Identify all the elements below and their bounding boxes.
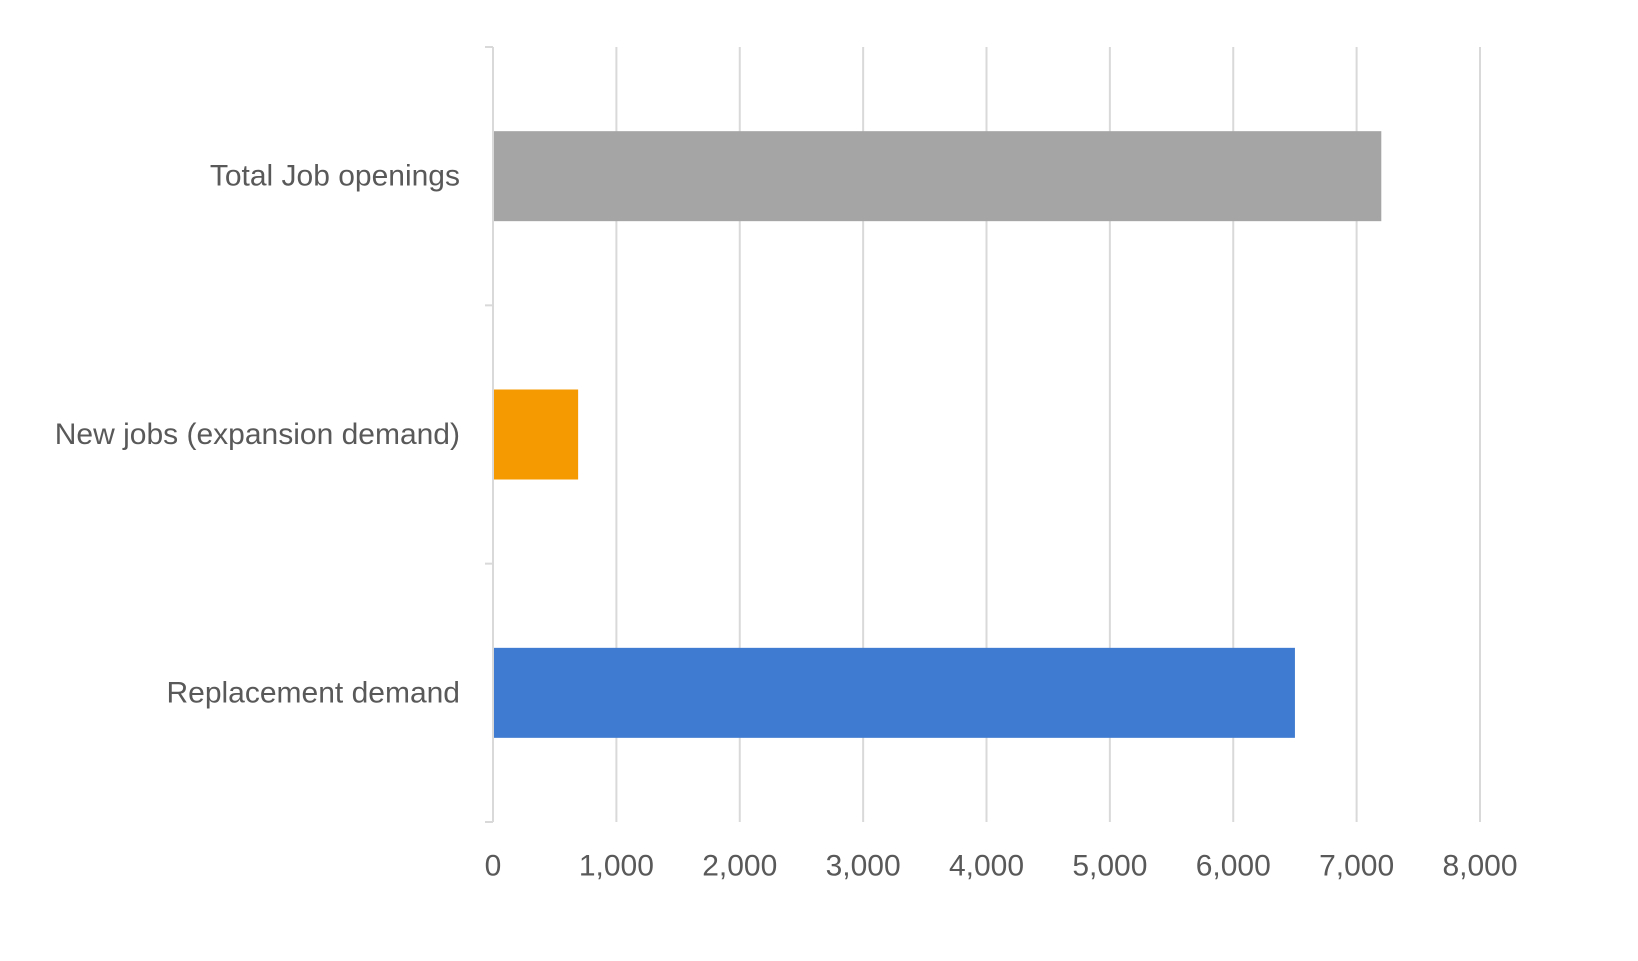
x-tick-label: 1,000 xyxy=(579,850,654,883)
bar xyxy=(494,131,1382,222)
x-tick-label: 5,000 xyxy=(1072,850,1147,883)
category-labels: Total Job openings New jobs (expansion de… xyxy=(55,160,460,710)
x-tick-label: 7,000 xyxy=(1319,850,1394,883)
x-tick-label: 8,000 xyxy=(1442,850,1517,883)
x-tick-label: 6,000 xyxy=(1196,850,1271,883)
x-tick-label: 3,000 xyxy=(826,850,901,883)
x-tick-labels: 0 1,000 2,000 3,000 4,000 5,000 6,000 7,000 8,00… xyxy=(485,850,1518,883)
bars xyxy=(494,131,1382,738)
category-label: Replacement demand xyxy=(166,676,460,709)
bar xyxy=(494,647,1295,738)
bar xyxy=(494,389,579,480)
x-tick-label: 0 xyxy=(485,850,502,883)
category-label: New jobs (expansion demand) xyxy=(55,418,460,451)
category-label: Total Job openings xyxy=(210,160,460,193)
x-tick-label: 2,000 xyxy=(702,850,777,883)
category-axis xyxy=(485,46,494,823)
x-tick-label: 4,000 xyxy=(949,850,1024,883)
